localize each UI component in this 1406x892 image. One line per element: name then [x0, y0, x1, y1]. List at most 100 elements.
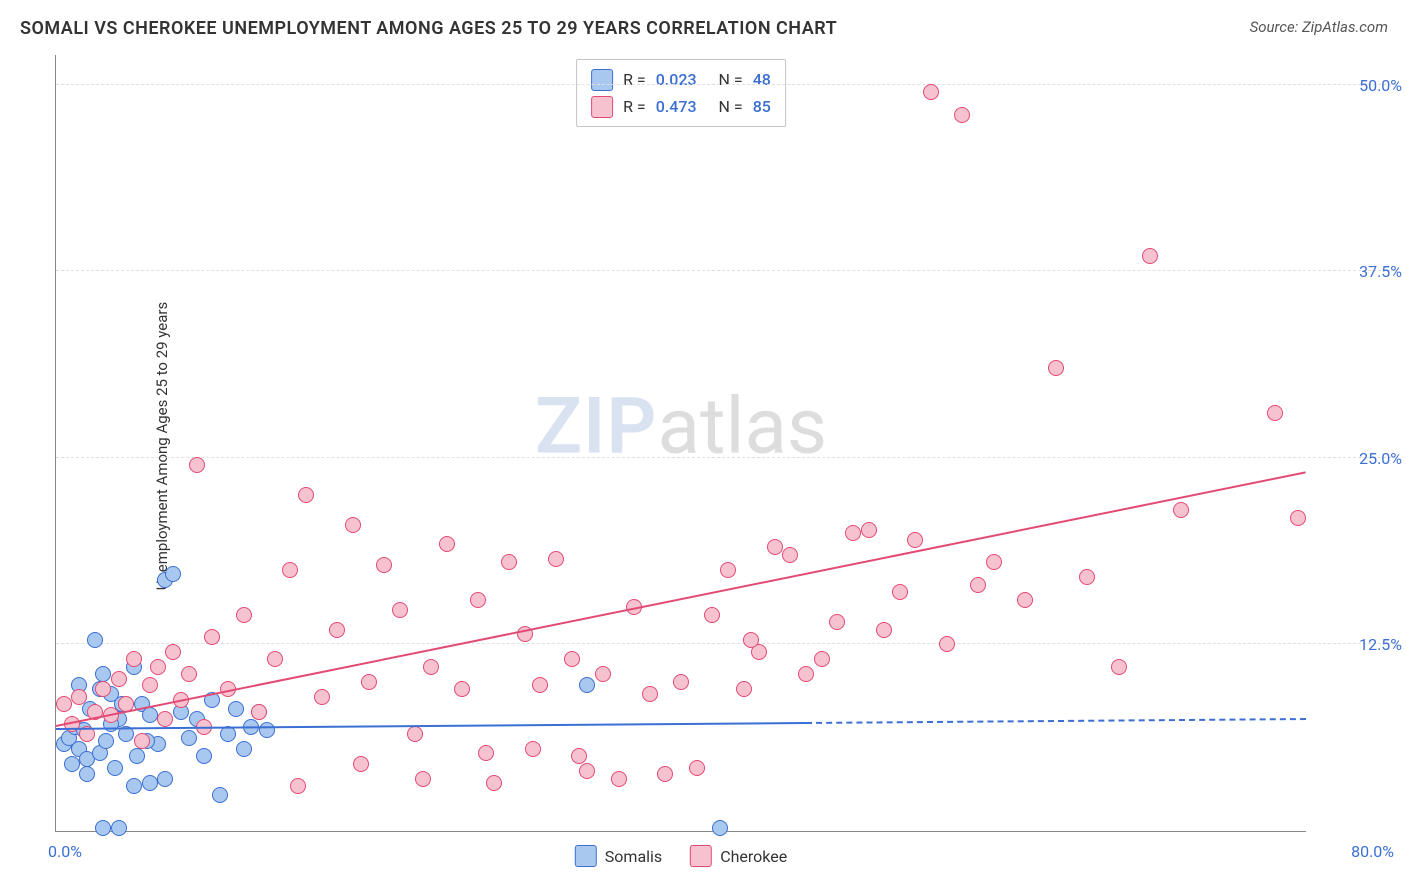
scatter-point-cherokee: [829, 614, 845, 630]
scatter-point-cherokee: [923, 84, 939, 100]
scatter-point-cherokee: [525, 741, 541, 757]
chart-title: SOMALI VS CHEROKEE UNEMPLOYMENT AMONG AG…: [20, 18, 837, 39]
scatter-point-cherokee: [157, 711, 173, 727]
scatter-point-cherokee: [704, 607, 720, 623]
watermark-part1: ZIP: [535, 382, 658, 473]
scatter-point-cherokee: [454, 681, 470, 697]
scatter-point-cherokee: [1111, 659, 1127, 675]
scatter-point-somalis: [228, 701, 244, 717]
n-value-cherokee: 85: [753, 93, 771, 120]
scatter-point-cherokee: [611, 771, 627, 787]
scatter-point-cherokee: [345, 517, 361, 533]
scatter-point-cherokee: [204, 629, 220, 645]
scatter-point-cherokee: [954, 107, 970, 123]
scatter-point-somalis: [157, 771, 173, 787]
scatter-point-cherokee: [392, 602, 408, 618]
scatter-point-cherokee: [767, 539, 783, 555]
scatter-point-cherokee: [486, 775, 502, 791]
x-tick-max: 80.0%: [1351, 842, 1394, 861]
scatter-point-somalis: [126, 778, 142, 794]
legend-label-somalis: Somalis: [605, 847, 662, 866]
scatter-point-cherokee: [532, 677, 548, 693]
chart-container: SOMALI VS CHEROKEE UNEMPLOYMENT AMONG AG…: [0, 0, 1406, 892]
scatter-point-cherokee: [689, 760, 705, 776]
scatter-point-cherokee: [892, 584, 908, 600]
legend-row-somalis: R = 0.023 N = 48: [591, 66, 771, 93]
scatter-point-cherokee: [470, 592, 486, 608]
scatter-point-cherokee: [595, 666, 611, 682]
scatter-point-cherokee: [134, 733, 150, 749]
y-tick-label: 50.0%: [1359, 76, 1402, 95]
scatter-point-cherokee: [314, 689, 330, 705]
scatter-point-cherokee: [1142, 248, 1158, 264]
scatter-point-cherokee: [329, 622, 345, 638]
scatter-point-cherokee: [181, 666, 197, 682]
scatter-point-cherokee: [876, 622, 892, 638]
scatter-point-cherokee: [814, 651, 830, 667]
trend-line: [806, 718, 1306, 724]
scatter-point-somalis: [98, 733, 114, 749]
r-value-cherokee: 0.473: [656, 93, 697, 120]
r-label: R =: [623, 66, 646, 93]
gridline: [56, 84, 1396, 85]
scatter-point-somalis: [236, 741, 252, 757]
scatter-point-cherokee: [1048, 360, 1064, 376]
scatter-point-cherokee: [970, 577, 986, 593]
scatter-point-cherokee: [126, 651, 142, 667]
scatter-point-cherokee: [478, 745, 494, 761]
correlation-legend: R = 0.023 N = 48 R = 0.473 N = 85: [576, 59, 786, 127]
scatter-point-cherokee: [1017, 592, 1033, 608]
gridline: [56, 643, 1396, 644]
scatter-point-somalis: [79, 766, 95, 782]
scatter-point-cherokee: [71, 689, 87, 705]
scatter-point-cherokee: [251, 704, 267, 720]
scatter-point-cherokee: [353, 756, 369, 772]
scatter-point-cherokee: [1267, 405, 1283, 421]
r-label: R =: [623, 93, 646, 120]
legend-row-cherokee: R = 0.473 N = 85: [591, 93, 771, 120]
scatter-point-cherokee: [111, 671, 127, 687]
scatter-point-cherokee: [407, 726, 423, 742]
scatter-point-cherokee: [1079, 569, 1095, 585]
scatter-point-cherokee: [361, 674, 377, 690]
watermark-part2: atlas: [658, 382, 828, 473]
scatter-point-cherokee: [501, 554, 517, 570]
series-legend: Somalis Cherokee: [575, 845, 787, 867]
scatter-point-somalis: [712, 820, 728, 836]
scatter-point-cherokee: [423, 659, 439, 675]
scatter-point-cherokee: [845, 525, 861, 541]
scatter-point-somalis: [165, 566, 181, 582]
scatter-point-cherokee: [564, 651, 580, 667]
scatter-point-cherokee: [782, 547, 798, 563]
gridline: [56, 270, 1396, 271]
swatch-cherokee: [690, 845, 712, 867]
scatter-point-cherokee: [165, 644, 181, 660]
scatter-point-cherokee: [95, 681, 111, 697]
scatter-point-somalis: [64, 756, 80, 772]
scatter-point-somalis: [129, 748, 145, 764]
scatter-point-cherokee: [986, 554, 1002, 570]
scatter-point-cherokee: [290, 778, 306, 794]
y-tick-label: 25.0%: [1359, 449, 1402, 468]
scatter-point-cherokee: [282, 562, 298, 578]
scatter-point-cherokee: [642, 686, 658, 702]
scatter-point-somalis: [181, 730, 197, 746]
scatter-point-somalis: [196, 748, 212, 764]
swatch-somalis: [575, 845, 597, 867]
scatter-point-cherokee: [743, 632, 759, 648]
scatter-point-somalis: [142, 775, 158, 791]
gridline: [56, 457, 1396, 458]
scatter-point-cherokee: [571, 748, 587, 764]
scatter-point-cherokee: [236, 607, 252, 623]
scatter-point-somalis: [111, 820, 127, 836]
n-label: N =: [719, 93, 743, 120]
legend-item-cherokee: Cherokee: [690, 845, 787, 867]
scatter-point-cherokee: [150, 659, 166, 675]
legend-item-somalis: Somalis: [575, 845, 662, 867]
x-tick-min: 0.0%: [48, 842, 82, 861]
source-attribution: Source: ZipAtlas.com: [1250, 18, 1388, 36]
scatter-point-cherokee: [579, 763, 595, 779]
n-label: N =: [719, 66, 743, 93]
scatter-point-cherokee: [939, 636, 955, 652]
scatter-point-cherokee: [1173, 502, 1189, 518]
